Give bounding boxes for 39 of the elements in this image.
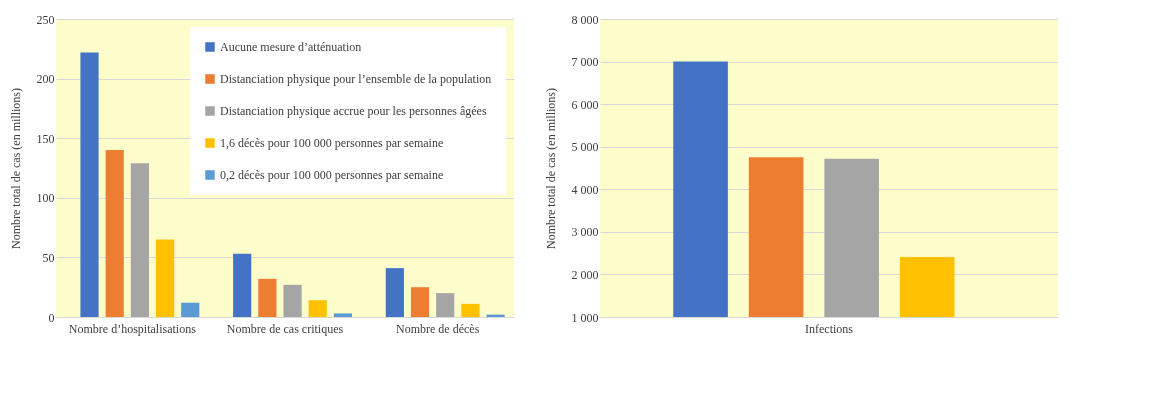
bar <box>461 303 480 317</box>
x-tick-label: Nombre de décès <box>396 321 480 336</box>
x-tick-label: Nombre de cas critiques <box>226 321 344 336</box>
bar <box>233 253 252 317</box>
y-tick-label: 2 000 <box>571 267 599 282</box>
bar <box>333 313 353 317</box>
bar <box>258 278 277 317</box>
legend-label: 0,2 décès pour 100 000 personnes par semaine <box>220 168 444 182</box>
legend-label: 1,6 décès pour 100 000 personnes par semaine <box>220 136 444 150</box>
y-tick-label: 0 <box>48 310 55 325</box>
bar <box>105 150 124 317</box>
y-tick-label: 7 000 <box>571 55 599 70</box>
y-tick-label: 250 <box>36 12 55 27</box>
y-tick-label: 8 000 <box>571 12 599 27</box>
y-tick-label: 200 <box>36 72 55 87</box>
bar <box>436 293 455 317</box>
y-axis-title: Nombre total de cas (en millions) <box>543 88 558 249</box>
y-axis-title: Nombre total de cas (en millions) <box>8 88 23 249</box>
y-tick-label: 5 000 <box>571 140 599 155</box>
bar <box>385 268 404 317</box>
bar <box>308 300 327 317</box>
x-tick-label: Infections <box>805 321 854 336</box>
bar <box>80 52 99 317</box>
bar <box>410 287 430 317</box>
legend-label: Distanciation physique accrue pour les personnes âgées <box>220 104 487 118</box>
y-tick-label: 1 000 <box>571 310 599 325</box>
bar <box>181 302 200 317</box>
y-tick-label: 50 <box>42 250 55 265</box>
x-tick-label: Nombre d’hospitalisations <box>68 321 197 336</box>
bar <box>130 163 149 317</box>
y-tick-label: 100 <box>36 191 55 206</box>
legend-label: Aucune mesure d’atténuation <box>220 40 362 54</box>
bar <box>155 239 175 317</box>
y-tick-label: 6 000 <box>571 97 599 112</box>
y-tick-label: 3 000 <box>571 225 599 240</box>
legend-label: Distanciation physique pour l’ensemble de la population <box>220 72 492 86</box>
y-tick-label: 4 000 <box>571 182 599 197</box>
bar <box>283 284 302 317</box>
y-tick-label: 150 <box>36 131 55 146</box>
